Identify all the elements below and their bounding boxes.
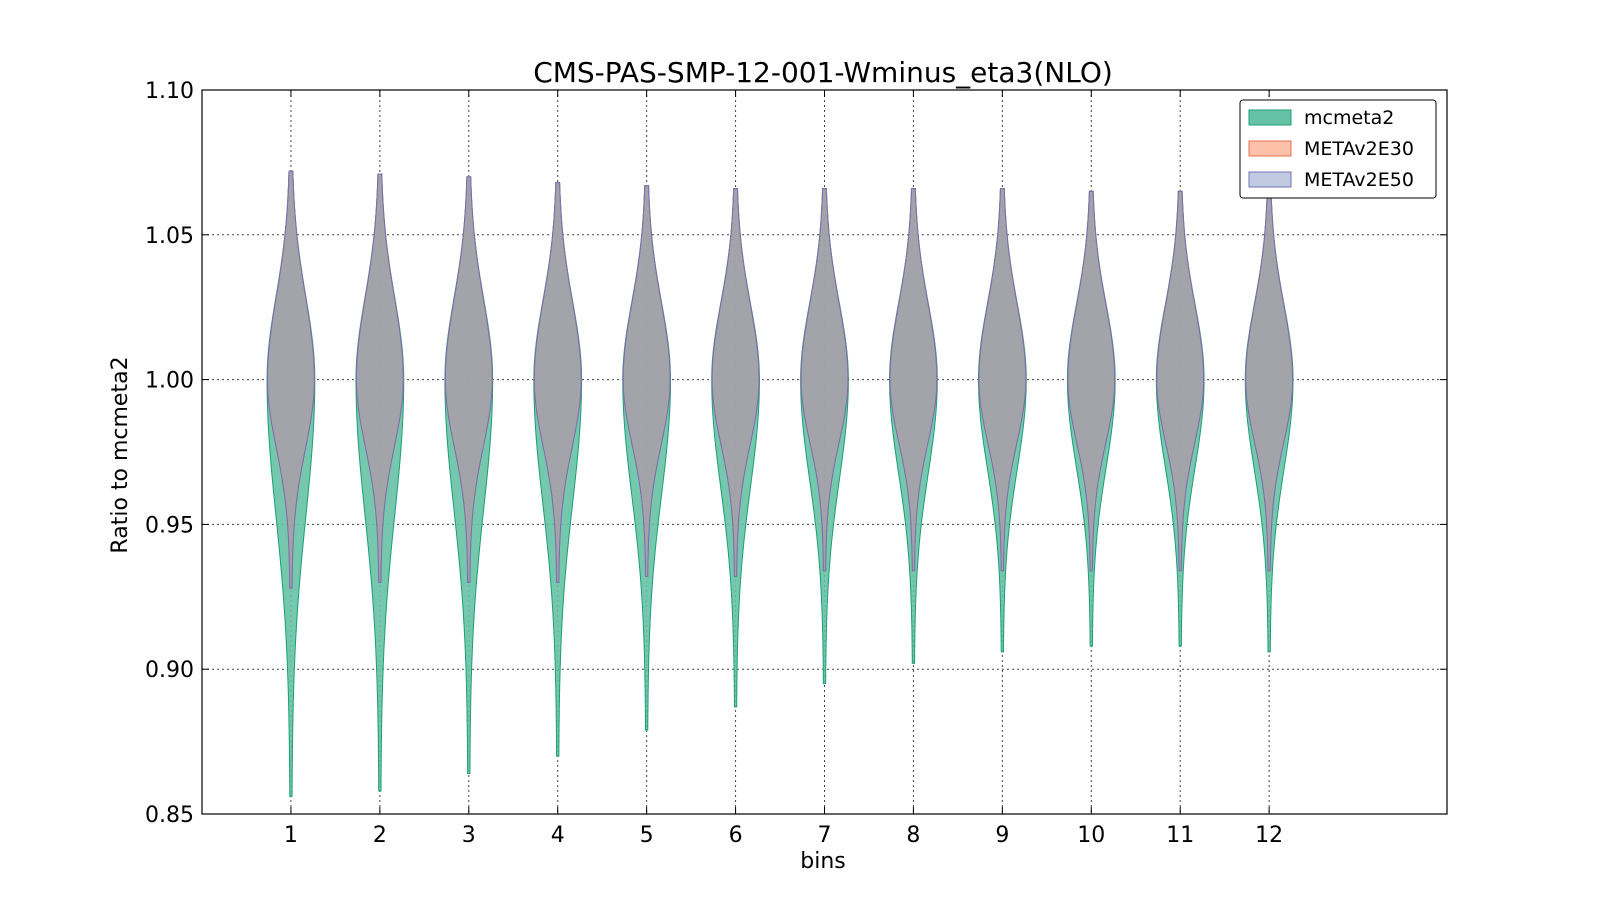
legend-label: mcmeta2 — [1304, 107, 1394, 129]
y-axis-label: Ratio to mcmeta2 — [108, 356, 133, 553]
y-tick-label: 1.05 — [145, 224, 194, 249]
legend-swatch — [1248, 109, 1292, 126]
legend-swatch — [1248, 140, 1292, 157]
violin-METAv2E50-bin-5 — [622, 185, 671, 578]
y-tick-label: 0.95 — [145, 513, 194, 538]
x-tick-label: 8 — [906, 823, 920, 848]
violin-METAv2E50-bin-4 — [533, 182, 582, 583]
violin-METAv2E50-bin-11 — [1156, 190, 1205, 572]
x-tick-label: 11 — [1166, 823, 1194, 848]
x-tick-label: 10 — [1077, 823, 1105, 848]
violin-METAv2E50-bin-10 — [1067, 190, 1116, 572]
x-tick-label: 1 — [284, 823, 298, 848]
violin-METAv2E50-bin-6 — [711, 187, 760, 578]
y-tick-label: 1.10 — [145, 79, 194, 104]
y-tick-label: 0.90 — [145, 658, 194, 683]
legend-swatch — [1248, 171, 1292, 188]
x-tick-label: 5 — [640, 823, 654, 848]
x-tick-label: 2 — [373, 823, 387, 848]
x-tick-label: 4 — [551, 823, 565, 848]
y-tick-label: 0.85 — [145, 803, 194, 828]
x-tick-label: 3 — [462, 823, 476, 848]
violin-METAv2E50-bin-7 — [800, 187, 849, 572]
violin-METAv2E50-bin-1 — [266, 170, 315, 589]
tick-layer: 0.850.900.951.001.051.101 2 3 4 5 6 7 8 9 10 11 12 — [145, 79, 1447, 848]
x-tick-label: 9 — [995, 823, 1009, 848]
legend-label: METAv2E30 — [1304, 138, 1414, 160]
x-tick-label: 7 — [818, 823, 832, 848]
x-tick-label: 6 — [729, 823, 743, 848]
x-tick-label: 12 — [1255, 823, 1283, 848]
violin-METAv2E50-bin-2 — [355, 173, 404, 583]
violin-layer — [266, 170, 1294, 798]
violin-METAv2E50-bin-3 — [444, 176, 493, 583]
violin-METAv2E50-bin-12 — [1245, 190, 1294, 572]
x-axis-label: bins — [800, 849, 845, 874]
legend-label: METAv2E50 — [1304, 169, 1414, 191]
violin-METAv2E50-bin-9 — [978, 187, 1027, 572]
violin-METAv2E50-bin-8 — [889, 187, 938, 572]
y-tick-label: 1.00 — [145, 369, 194, 394]
legend: mcmeta2 METAv2E30 METAv2E50 — [1239, 99, 1437, 199]
chart-title: CMS-PAS-SMP-12-001-Wminus_eta3(NLO) — [533, 56, 1113, 89]
